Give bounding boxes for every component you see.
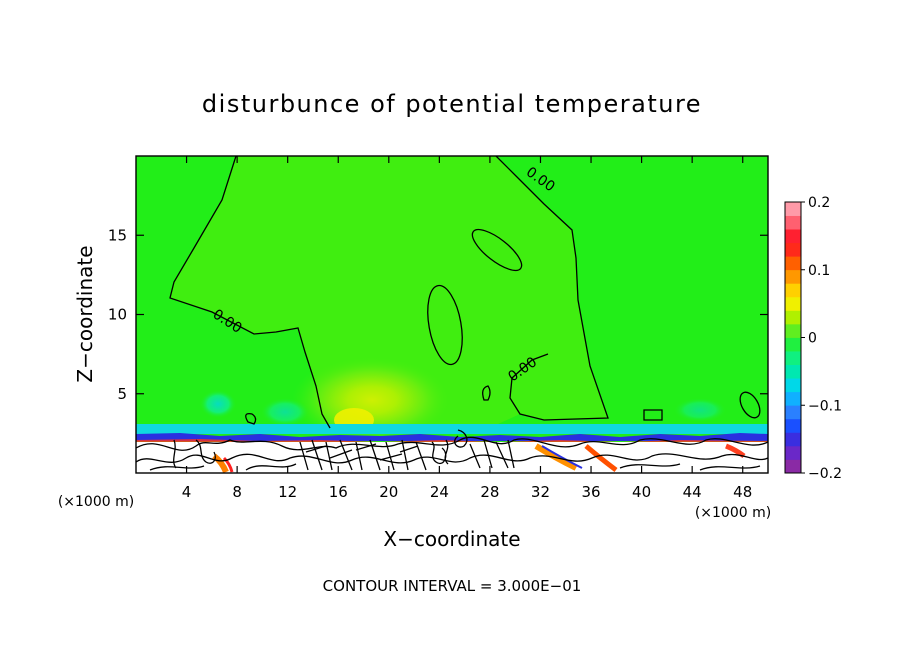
cool-anomaly-1 bbox=[200, 390, 236, 418]
contour-closed-2 bbox=[427, 284, 463, 366]
contour-closed-1 bbox=[471, 228, 523, 272]
cool-anomaly-2 bbox=[261, 398, 309, 426]
x-tick-label: 4 bbox=[182, 483, 192, 501]
x-axis-ticks: 4 8 12 16 20 24 28 32 36 40 44 48 bbox=[182, 156, 752, 501]
colorbar-swatch bbox=[785, 323, 801, 338]
boundary-layer-blue bbox=[136, 433, 768, 441]
colorbar: 0.2 0.1 0 −0.1 −0.2 bbox=[784, 195, 842, 482]
boundary-layer-cyan bbox=[136, 424, 768, 434]
colorbar-swatch bbox=[785, 283, 801, 298]
x-tick-label: 48 bbox=[733, 483, 752, 501]
contour-region-main bbox=[170, 156, 608, 432]
colorbar-swatch bbox=[785, 310, 801, 325]
colorbar-swatch bbox=[785, 242, 801, 257]
colorbar-swatch bbox=[785, 432, 801, 447]
colorbar-swatch bbox=[785, 378, 801, 393]
x-tick-label: 16 bbox=[329, 483, 348, 501]
y-unit-label: (×1000 m) bbox=[58, 494, 134, 510]
colorbar-swatch bbox=[785, 296, 801, 311]
contour-surface-eddy-2 bbox=[305, 443, 419, 461]
x-tick-label: 24 bbox=[430, 483, 449, 501]
x-axis-label: X−coordinate bbox=[383, 527, 520, 551]
contour-zero-main bbox=[169, 156, 331, 429]
colorbar-swatch bbox=[785, 202, 801, 216]
contour-surface-eddy-3 bbox=[431, 429, 468, 465]
colorbar-swatch bbox=[785, 215, 801, 230]
y-tick-label: 5 bbox=[117, 385, 127, 403]
contour-lines bbox=[136, 156, 768, 471]
x-tick-label: 8 bbox=[232, 483, 242, 501]
colorbar-swatch bbox=[785, 351, 801, 365]
colorbar-tick-label: 0.2 bbox=[808, 195, 830, 211]
colorbar-swatch bbox=[785, 337, 801, 352]
colorbar-tick-label: −0.1 bbox=[808, 398, 842, 414]
y-axis-label: Z−coordinate bbox=[73, 245, 97, 382]
contour-surface-eddy-5 bbox=[173, 439, 216, 469]
colorbar-swatch bbox=[785, 445, 801, 460]
warm-anomaly-outer bbox=[292, 356, 452, 444]
x-unit-label: (×1000 m) bbox=[695, 505, 771, 521]
colorbar-swatch bbox=[785, 418, 801, 433]
contour-closed-6 bbox=[482, 385, 491, 401]
colorbar-tick-label: −0.2 bbox=[808, 466, 842, 482]
colorbar-swatch bbox=[785, 459, 801, 474]
colorbar-swatch bbox=[785, 269, 801, 284]
contour-closed-4 bbox=[739, 391, 761, 419]
y-tick-label: 10 bbox=[108, 306, 127, 324]
colorbar-tick-label: 0 bbox=[808, 331, 817, 347]
chart-title: disturbunce of potential temperature bbox=[202, 90, 702, 118]
contour-surface-2 bbox=[136, 453, 768, 464]
colorbar-swatch bbox=[785, 256, 801, 271]
contour-surface-eddy-1 bbox=[299, 439, 427, 471]
contour-interval-label: CONTOUR INTERVAL = 3.000E−01 bbox=[323, 577, 582, 595]
x-tick-label: 44 bbox=[683, 483, 702, 501]
x-tick-label: 12 bbox=[278, 483, 297, 501]
contour-closed-3 bbox=[643, 409, 663, 421]
x-tick-label: 20 bbox=[379, 483, 398, 501]
colorbar-swatch bbox=[785, 405, 801, 420]
x-tick-label: 40 bbox=[632, 483, 651, 501]
x-tick-label: 32 bbox=[531, 483, 550, 501]
contour-zero-right bbox=[495, 156, 609, 421]
plot-area: 0.00 0.00 0.00 bbox=[136, 156, 768, 473]
colorbar-swatch bbox=[785, 364, 801, 379]
cool-anomaly-3 bbox=[674, 398, 726, 422]
y-tick-label: 15 bbox=[108, 226, 127, 244]
surface-layer bbox=[136, 442, 768, 473]
x-tick-label: 28 bbox=[480, 483, 499, 501]
y-axis-ticks: 5 10 15 bbox=[108, 226, 768, 403]
colorbar-swatch bbox=[785, 229, 801, 244]
colorbar-tick-label: 0.1 bbox=[808, 263, 830, 279]
x-tick-label: 36 bbox=[581, 483, 600, 501]
contour-surface-eddy-4 bbox=[469, 439, 515, 469]
contour-surface-1 bbox=[136, 436, 768, 451]
contour-closed-5 bbox=[245, 413, 257, 425]
colorbar-swatch bbox=[785, 391, 801, 406]
contour-surface-3 bbox=[149, 463, 761, 471]
